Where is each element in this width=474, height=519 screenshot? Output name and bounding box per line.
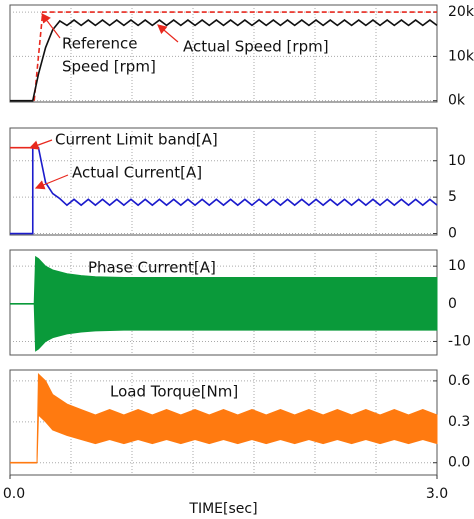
y-tick-label: 20k — [448, 4, 474, 20]
annotation: Actual Current[A] — [72, 164, 202, 182]
annotation: Reference — [62, 35, 138, 53]
y-tick-label: 0.0 — [448, 455, 470, 471]
annotation-arrow — [28, 139, 53, 150]
annotation: Speed [rpm] — [62, 58, 156, 76]
y-tick-label: 10 — [448, 258, 466, 274]
x-tick-label: 3.0 — [426, 486, 448, 502]
signal-band — [33, 255, 438, 352]
y-tick-label: 0.6 — [448, 373, 470, 389]
y-tick-label: 5 — [448, 189, 457, 205]
panel — [9, 127, 438, 236]
signal-line — [33, 11, 437, 101]
y-tick-label: 0 — [448, 296, 457, 312]
annotation-arrow — [34, 174, 69, 190]
y-tick-label: 10k — [448, 48, 474, 64]
x-tick-label: 0.0 — [3, 486, 25, 502]
signal-line — [10, 19, 438, 102]
annotation-arrow — [157, 24, 179, 43]
x-axis-label: TIME[sec] — [188, 501, 257, 517]
annotation: Load Torque[Nm] — [110, 383, 238, 401]
y-tick-label: 0 — [448, 226, 457, 242]
annotation-arrow — [41, 13, 61, 39]
annotation: Actual Speed [rpm] — [183, 38, 329, 56]
y-tick-label: -10 — [448, 333, 471, 349]
annotation: Phase Current[A] — [88, 259, 216, 277]
y-tick-label: 0.3 — [448, 414, 470, 430]
y-tick-label: 10 — [448, 153, 466, 169]
signal-line — [10, 146, 438, 235]
annotation: Current Limit band[A] — [55, 131, 218, 149]
y-tick-label: 0k — [448, 93, 466, 109]
panel — [9, 4, 438, 103]
signal-band — [36, 372, 438, 463]
